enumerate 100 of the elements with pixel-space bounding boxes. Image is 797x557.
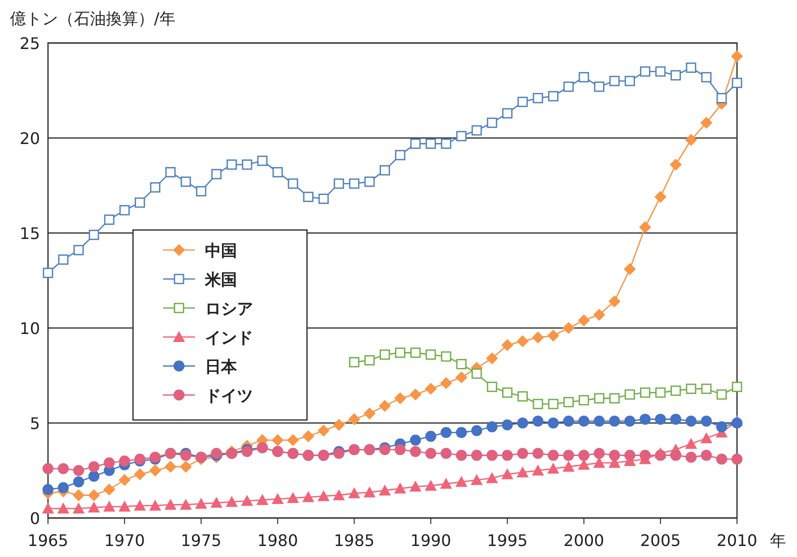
point [72, 489, 85, 502]
point [608, 295, 621, 308]
point [486, 421, 498, 432]
point [578, 450, 590, 461]
point [118, 500, 131, 512]
point [700, 416, 712, 427]
point [640, 450, 651, 461]
point [502, 419, 513, 430]
point [241, 494, 254, 506]
point [440, 478, 452, 489]
point [164, 498, 176, 510]
point [211, 168, 222, 180]
point [73, 244, 84, 256]
point [654, 450, 666, 461]
point [286, 434, 299, 446]
point [42, 502, 54, 514]
point [609, 76, 620, 86]
point [119, 205, 130, 216]
point [334, 178, 344, 189]
y-tick-label: 15 [20, 224, 40, 243]
point [471, 450, 482, 461]
point [210, 496, 222, 508]
point [257, 156, 268, 166]
point [716, 421, 728, 432]
point [378, 484, 391, 496]
point [700, 432, 712, 444]
point [196, 186, 206, 196]
point [472, 125, 482, 136]
point [425, 448, 436, 459]
point [624, 450, 636, 461]
point [639, 221, 652, 234]
point [593, 308, 606, 321]
point [685, 134, 698, 146]
point [532, 416, 544, 427]
point [134, 500, 146, 511]
point [410, 434, 421, 446]
point [180, 460, 192, 473]
point [700, 116, 712, 129]
point [486, 450, 498, 461]
point [456, 450, 467, 461]
point [701, 72, 712, 82]
point [394, 482, 406, 494]
point [686, 452, 697, 463]
point [563, 416, 574, 427]
point [716, 454, 728, 465]
point [395, 348, 406, 358]
point [578, 314, 590, 326]
point [532, 464, 544, 476]
point [286, 492, 299, 504]
point [303, 192, 314, 202]
point [58, 463, 69, 474]
point [165, 167, 176, 178]
point [517, 96, 528, 108]
point [470, 474, 483, 485]
point [486, 118, 498, 128]
point [455, 371, 468, 384]
point [563, 82, 574, 92]
x-tick-label: 1985 [334, 531, 375, 550]
point [332, 489, 345, 500]
point [272, 434, 284, 446]
point [640, 66, 650, 77]
point [364, 176, 375, 187]
point [701, 384, 712, 394]
point [532, 398, 544, 410]
point [88, 489, 100, 502]
point [594, 393, 604, 404]
point [486, 352, 498, 364]
point [348, 487, 360, 498]
point [425, 430, 436, 442]
point [302, 430, 314, 442]
point [563, 450, 574, 461]
point [532, 448, 544, 459]
point [732, 454, 742, 465]
point [594, 82, 604, 92]
point [670, 386, 681, 396]
point [563, 396, 574, 408]
point [716, 92, 727, 104]
point [655, 66, 666, 77]
point [302, 491, 314, 502]
point [73, 465, 84, 476]
point [609, 416, 620, 427]
point [226, 159, 237, 170]
point [594, 448, 605, 459]
y-tick-label: 25 [20, 34, 40, 53]
point [149, 500, 162, 511]
point [640, 387, 650, 398]
point [256, 494, 268, 505]
point [440, 377, 452, 390]
legend-label: インド [205, 328, 253, 347]
point [456, 427, 467, 438]
y-axis-title: 億トン（石油換算）/年 [10, 9, 176, 28]
point [731, 50, 743, 62]
point [548, 398, 558, 410]
point [134, 468, 146, 480]
point [548, 418, 559, 428]
point [242, 159, 252, 170]
point [180, 176, 191, 187]
point [532, 92, 544, 104]
point [501, 468, 514, 480]
point [348, 413, 360, 426]
